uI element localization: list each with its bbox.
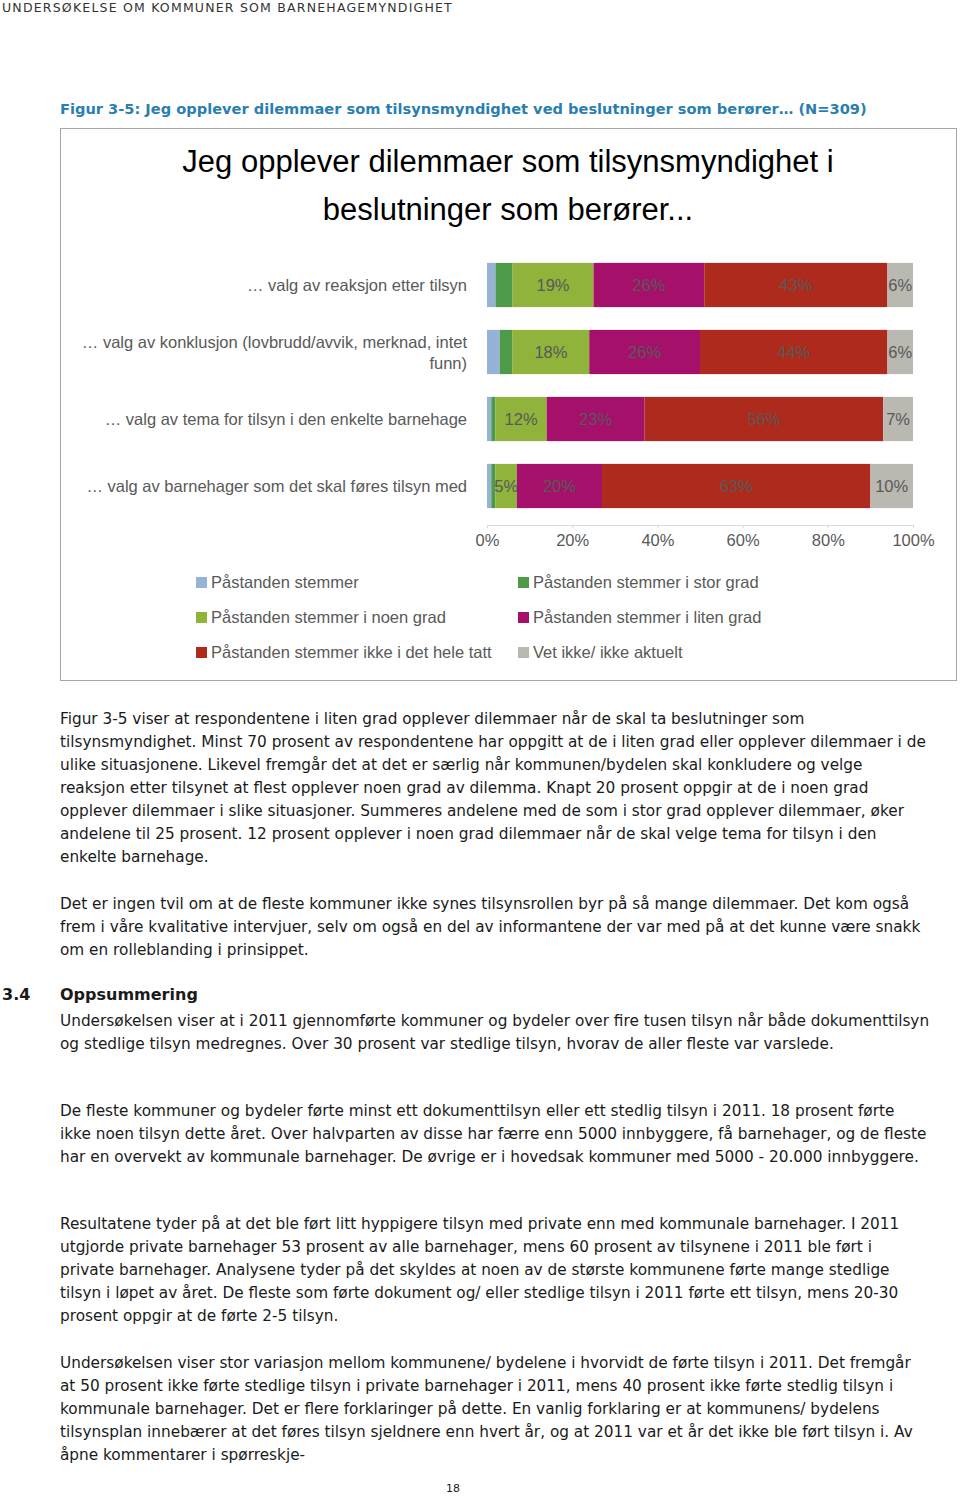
paragraph: De fleste kommuner og bydeler førte mins…	[60, 1100, 930, 1169]
data-label: 6%	[888, 343, 912, 361]
x-axis: 0% 20% 40% 60% 80% 100%	[476, 525, 935, 549]
bar-segment	[883, 397, 913, 441]
data-label: 44%	[777, 343, 810, 361]
data-label: 5%	[494, 477, 518, 495]
bar-segment	[870, 464, 913, 508]
bar-segment	[487, 330, 500, 374]
section-number: 3.4	[2, 985, 30, 1004]
page-number: 18	[446, 1482, 460, 1495]
data-label: 26%	[628, 343, 661, 361]
data-label: 56%	[747, 410, 780, 428]
data-label: 12%	[505, 410, 538, 428]
figure-caption: Figur 3-5: Jeg opplever dilemmaer som ti…	[60, 100, 867, 117]
tick-mark	[657, 525, 658, 528]
bar-segment	[517, 464, 602, 508]
data-label: 19%	[537, 276, 570, 294]
bar-segment	[700, 330, 887, 374]
bar-segment	[589, 330, 700, 374]
legend-label: Påstanden stemmer i stor grad	[533, 573, 759, 591]
tick-label: 80%	[812, 531, 845, 549]
data-label: 10%	[875, 477, 908, 495]
legend-label: Vet ikke/ ikke aktuelt	[533, 643, 683, 661]
bar-segment	[547, 397, 645, 441]
tick-label: 60%	[727, 531, 760, 549]
data-label: 20%	[543, 477, 576, 495]
bar-segment	[487, 397, 491, 441]
chart-title: Jeg opplever dilemmaer som tilsynsmyndig…	[182, 144, 833, 227]
category-label: … valg av barnehager som det skal føres …	[86, 477, 467, 495]
tick-mark	[913, 525, 914, 528]
bars	[487, 263, 913, 508]
tick: 100%	[892, 525, 935, 549]
tick: 60%	[727, 525, 760, 549]
bar-segment	[500, 330, 513, 374]
data-label: 18%	[534, 343, 567, 361]
category-labels: … valg av reaksjon etter tilsyn … valg av…	[82, 276, 468, 495]
bar-segment	[496, 263, 513, 307]
legend-swatch	[518, 612, 529, 623]
bar-segment	[594, 263, 705, 307]
bar-segment	[513, 330, 590, 374]
bar-segment	[704, 263, 887, 307]
paragraph: Undersøkelsen viser stor variasjon mello…	[60, 1352, 930, 1467]
paragraph: Det er ingen tvil om at de fleste kommun…	[60, 893, 930, 962]
data-label: 7%	[886, 410, 910, 428]
paragraph: Resultatene tyder på at det ble ført lit…	[60, 1213, 930, 1328]
category-label: … valg av konklusjon (lovbrudd/avvik, me…	[82, 333, 468, 372]
category-label: … valg av tema for tilsyn i den enkelte …	[105, 410, 467, 428]
tick: 20%	[556, 525, 589, 549]
bar-segment	[496, 397, 547, 441]
bar-segment	[887, 263, 913, 307]
tick-label: 100%	[892, 531, 935, 549]
page-header: UNDERSØKELSE OM KOMMUNER SOM BARNEHAGEMY…	[2, 0, 453, 15]
tick: 80%	[812, 525, 845, 549]
bar-segment	[513, 263, 594, 307]
legend-swatch	[196, 647, 207, 658]
data-label: 23%	[579, 410, 612, 428]
paragraph: Figur 3-5 viser at respondentene i liten…	[60, 708, 930, 869]
legend-swatch	[518, 647, 529, 658]
data-label: 6%	[888, 276, 912, 294]
data-label: 26%	[632, 276, 665, 294]
category-label: … valg av reaksjon etter tilsyn	[247, 276, 467, 294]
data-label: 43%	[779, 276, 812, 294]
bar-segment	[887, 330, 913, 374]
bar-segment	[487, 263, 496, 307]
bar-segment	[491, 397, 495, 441]
legend-label: Påstanden stemmer ikke i det hele tatt	[211, 643, 492, 661]
legend-swatch	[196, 577, 207, 588]
bar-segment	[487, 464, 491, 508]
tick-mark	[572, 525, 573, 528]
tick-label: 0%	[476, 531, 500, 549]
chart: Jeg opplever dilemmaer som tilsynsmyndig…	[0, 0, 960, 700]
tick: 0%	[476, 525, 500, 549]
tick-mark	[743, 525, 744, 528]
tick-mark	[828, 525, 829, 528]
paragraph: Undersøkelsen viser at i 2011 gjennomfør…	[60, 1010, 930, 1056]
bar-segment	[602, 464, 870, 508]
legend-label: Påstanden stemmer i noen grad	[211, 608, 446, 626]
legend-label: Påstanden stemmer i liten grad	[533, 608, 761, 626]
section-title: Oppsummering	[60, 985, 198, 1004]
data-label: 63%	[720, 477, 753, 495]
tick-label: 40%	[641, 531, 674, 549]
legend: Påstanden stemmer Påstanden stemmer i sto…	[196, 573, 761, 661]
chart-frame	[61, 129, 957, 681]
tick: 40%	[641, 525, 674, 549]
legend-swatch	[196, 612, 207, 623]
axis-line	[488, 526, 914, 529]
legend-label: Påstanden stemmer	[211, 573, 359, 591]
bar-segment	[645, 397, 884, 441]
data-labels: 19% 18% 12% 5% 26% 26% 23% 20% 43% 44% 56% 63% 6% 6% 7…	[494, 276, 912, 495]
legend-swatch	[518, 577, 529, 588]
tick-mark	[487, 525, 488, 528]
tick-label: 20%	[556, 531, 589, 549]
